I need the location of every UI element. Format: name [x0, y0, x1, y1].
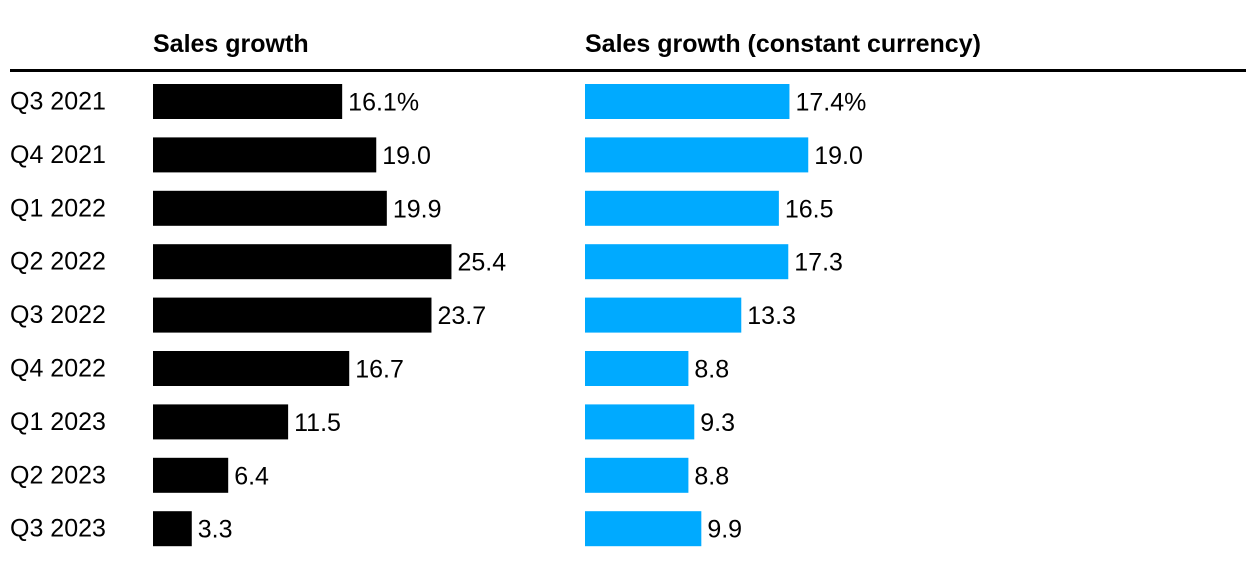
bar-sales-growth-cc: [585, 457, 689, 493]
series-sales-growth-constant-currency: 17.4% 19.0 16.5 17.3 13.3 8.8 9.3 8.8 9.9: [585, 84, 866, 547]
panel-title-sales-growth: Sales growth: [153, 30, 309, 58]
value-label-sales-growth-cc: 9.9: [707, 516, 742, 544]
bar-sales-growth-cc: [585, 404, 695, 440]
panel-title-sales-growth-constant-currency: Sales growth (constant currency): [585, 30, 981, 58]
bar-sales-growth-cc: [585, 297, 742, 333]
value-label-sales-growth: 16.7: [355, 356, 404, 384]
bar-sales-growth-cc: [585, 511, 702, 547]
category-label: Q3 2022: [10, 301, 106, 329]
category-label: Q1 2023: [10, 408, 106, 436]
bar-sales-growth: [153, 84, 343, 119]
value-label-sales-growth-cc: 8.8: [694, 462, 729, 490]
bar-sales-growth-cc: [585, 137, 809, 173]
bar-sales-growth: [153, 351, 350, 386]
bar-sales-growth: [153, 244, 452, 280]
bar-sales-growth-cc: [585, 190, 779, 226]
category-label: Q4 2021: [10, 141, 106, 169]
category-label: Q1 2022: [10, 194, 106, 222]
value-label-sales-growth-cc: 13.3: [747, 302, 796, 330]
category-label: Q2 2023: [10, 461, 106, 489]
bar-sales-growth: [153, 457, 229, 493]
value-label-sales-growth-cc: 17.4%: [795, 89, 866, 117]
bar-sales-growth: [153, 137, 377, 173]
value-label-sales-growth-cc: 17.3: [794, 249, 843, 277]
series-sales-growth: 16.1% 19.0 19.9 25.4 23.7 16.7 11.5 6.43.3: [153, 84, 506, 547]
value-label-sales-growth: 6.4: [234, 462, 269, 490]
category-labels: Q3 2021 Q4 2021 Q1 2022 Q2 2022 Q3 2022 Q4 20…: [10, 88, 106, 543]
value-label-sales-growth-cc: 19.0: [814, 142, 863, 170]
bar-sales-growth-cc: [585, 84, 790, 119]
value-label-sales-growth: 19.0: [382, 142, 431, 170]
value-label-sales-growth: 23.7: [437, 302, 486, 330]
bar-sales-growth: [153, 297, 432, 333]
bar-sales-growth-cc: [585, 351, 689, 386]
value-label-sales-growth: 11.5: [294, 409, 341, 437]
value-label-sales-growth: 16.1%: [348, 89, 419, 117]
header-rule: [10, 69, 1246, 72]
bar-sales-growth: [153, 404, 289, 440]
value-label-sales-growth-cc: 16.5: [785, 195, 834, 223]
category-label: Q2 2022: [10, 248, 106, 276]
bar-sales-growth: [153, 511, 192, 547]
category-label: Q3 2021: [10, 88, 106, 116]
category-label: Q3 2023: [10, 515, 106, 543]
bar-sales-growth-cc: [585, 244, 789, 280]
value-label-sales-growth-cc: 8.8: [694, 356, 729, 384]
value-label-sales-growth: 3.3: [198, 516, 233, 544]
value-label-sales-growth: 25.4: [457, 249, 506, 277]
value-label-sales-growth-cc: 9.3: [700, 409, 735, 437]
category-label: Q4 2022: [10, 355, 106, 383]
bar-sales-growth: [153, 190, 387, 226]
value-label-sales-growth: 19.9: [393, 195, 442, 223]
